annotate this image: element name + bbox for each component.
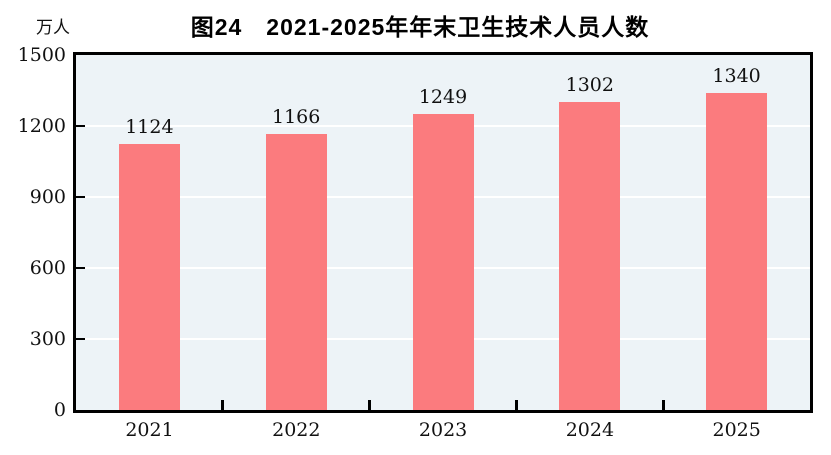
- y-tick-1200: [76, 125, 85, 127]
- y-axis-unit-label: 万人: [36, 18, 70, 38]
- bar-value-2024: 1302: [565, 73, 614, 96]
- bar-value-2025: 1340: [712, 64, 761, 87]
- bar-2022: [265, 134, 327, 410]
- x-tick-boundary-1: [221, 400, 225, 410]
- y-axis-label-900: 900: [29, 186, 66, 208]
- bar-2021: [118, 144, 180, 410]
- bar-value-2021: 1124: [125, 116, 174, 138]
- x-axis-label-2022: 2022: [272, 419, 321, 441]
- y-axis: 0 300 600 900 1200 1500: [0, 44, 66, 421]
- x-tick-boundary-4: [661, 400, 665, 410]
- y-tick-900: [76, 196, 85, 198]
- bar-2024: [559, 101, 621, 410]
- bar-value-2023: 1249: [418, 86, 468, 109]
- x-axis-label-2025: 2025: [712, 419, 761, 441]
- bar-2023: [412, 114, 474, 410]
- chart-title: 图24 2021-2025年年末卫生技术人员人数: [190, 14, 650, 40]
- plot-inner: 1124 1166 1249 1302 1340: [76, 55, 810, 410]
- x-axis-label-2024: 2024: [565, 419, 615, 441]
- plot-area: 1124 1166 1249 1302 1340: [73, 52, 813, 413]
- x-axis: 2021 2022 2023 2024 2025: [76, 419, 810, 445]
- y-tick-600: [76, 267, 85, 269]
- bar-value-2022: 1166: [272, 106, 321, 129]
- x-axis-label-2023: 2023: [418, 419, 468, 441]
- y-axis-label-600: 600: [29, 257, 66, 279]
- y-axis-label-300: 300: [29, 328, 66, 350]
- x-tick-boundary-3: [514, 400, 518, 410]
- x-axis-label-2021: 2021: [125, 419, 174, 441]
- y-axis-label-1200: 1200: [17, 115, 66, 137]
- y-axis-label-0: 0: [53, 399, 66, 421]
- bar-2025: [706, 92, 768, 410]
- y-axis-label-1500: 1500: [17, 44, 66, 66]
- x-tick-boundary-2: [368, 400, 372, 410]
- y-tick-300: [76, 338, 85, 340]
